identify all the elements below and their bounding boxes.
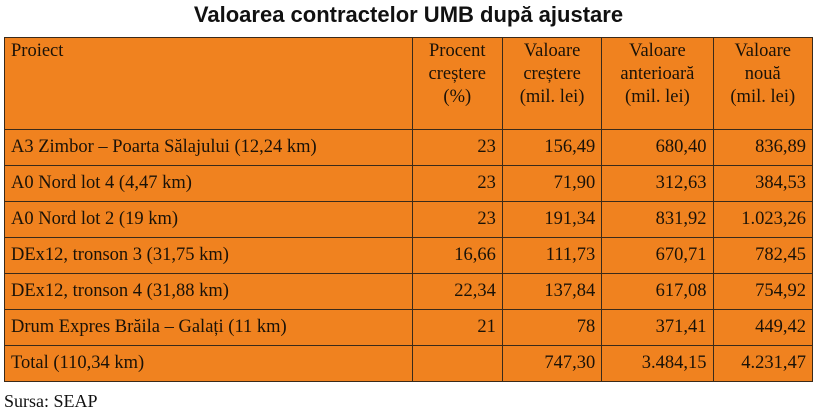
- table-cell: 449,42: [712, 309, 814, 346]
- total-row: Total (110,34 km) 747,30 3.484,15 4.231,47: [4, 345, 814, 382]
- column-header-line: (mil. lei): [730, 87, 796, 107]
- column-header: Procent creștere (%): [411, 37, 503, 130]
- table-cell: 754,92: [712, 273, 814, 310]
- table-cell: DEx12, tronson 4 (31,88 km): [4, 273, 413, 310]
- table-cell: 156,49: [501, 129, 603, 166]
- header-row: Proiect Procent creștere (%) Valoare creștere…: [4, 37, 814, 130]
- column-header-line: (%): [443, 87, 472, 107]
- column-header-line: creștere: [523, 64, 581, 84]
- column-header-line: Valoare: [629, 41, 686, 61]
- table-cell: 831,92: [601, 201, 714, 238]
- table-row: Drum Expres Brăila – Galați (11 km) 21 78 3…: [4, 309, 814, 346]
- table-row: A3 Zimbor – Poarta Sălajului (12,24 km) 2…: [4, 129, 814, 166]
- table-cell: 3.484,15: [601, 345, 714, 382]
- table-cell: A0 Nord lot 4 (4,47 km): [4, 165, 413, 202]
- table-cell: A3 Zimbor – Poarta Sălajului (12,24 km): [4, 129, 413, 166]
- table-row: DEx12, tronson 3 (31,75 km) 16,66 111,73 67…: [4, 237, 814, 274]
- table-cell: Total (110,34 km): [4, 345, 413, 382]
- source-note: Sursa: SEAP: [4, 391, 98, 411]
- column-header-line: (mil. lei): [625, 87, 690, 107]
- column-header: Valoare nouă (mil. lei): [712, 37, 814, 130]
- table-cell: 71,90: [501, 165, 603, 202]
- table-cell: 836,89: [712, 129, 814, 166]
- table-cell: 23: [411, 201, 503, 238]
- contracts-table: Proiect Procent creștere (%) Valoare creștere…: [4, 37, 814, 382]
- table-cell: [411, 345, 503, 382]
- table-row: DEx12, tronson 4 (31,88 km) 22,34 137,84 61…: [4, 273, 814, 310]
- table-cell: 137,84: [501, 273, 603, 310]
- column-header-line: Procent: [429, 41, 486, 61]
- table-cell: 312,63: [601, 165, 714, 202]
- table-cell: 1.023,26: [712, 201, 814, 238]
- table-cell: DEx12, tronson 3 (31,75 km): [4, 237, 413, 274]
- table-cell: 670,71: [601, 237, 714, 274]
- table-cell: 384,53: [712, 165, 814, 202]
- column-header-line: (mil. lei): [519, 87, 585, 107]
- column-header-line: anterioară: [620, 64, 695, 84]
- table-cell: 782,45: [712, 237, 814, 274]
- column-header-line: creștere: [428, 64, 487, 84]
- column-header: Valoare creștere (mil. lei): [501, 37, 603, 130]
- table-cell: 22,34: [411, 273, 503, 310]
- table-cell: Drum Expres Brăila – Galați (11 km): [4, 309, 413, 346]
- table-cell: 617,08: [601, 273, 714, 310]
- table-cell: 680,40: [601, 129, 714, 166]
- table-cell: 191,34: [501, 201, 603, 238]
- table-cell: 16,66: [411, 237, 503, 274]
- table-title: Valoarea contractelor UMB după ajustare: [193, 2, 624, 27]
- table-cell: 4.231,47: [712, 345, 814, 382]
- column-header: Proiect: [4, 37, 413, 130]
- column-header-line: Valoare: [523, 41, 581, 61]
- table-cell: 78: [501, 309, 603, 346]
- table-cell: A0 Nord lot 2 (19 km): [4, 201, 413, 238]
- column-header-line: Valoare: [734, 41, 792, 61]
- table-row: A0 Nord lot 4 (4,47 km) 23 71,90 312,63 384,…: [4, 165, 814, 202]
- column-header-line: Proiect: [11, 41, 64, 61]
- table-row: A0 Nord lot 2 (19 km) 23 191,34 831,92 1.023…: [4, 201, 814, 238]
- table-cell: 23: [411, 165, 503, 202]
- table-cell: 23: [411, 129, 503, 166]
- table-cell: 21: [411, 309, 503, 346]
- column-header-line: nouă: [744, 64, 781, 84]
- table-cell: 371,41: [601, 309, 714, 346]
- table-cell: 747,30: [501, 345, 603, 382]
- table-cell: 111,73: [501, 237, 603, 274]
- column-header: Valoare anterioară (mil. lei): [601, 37, 714, 130]
